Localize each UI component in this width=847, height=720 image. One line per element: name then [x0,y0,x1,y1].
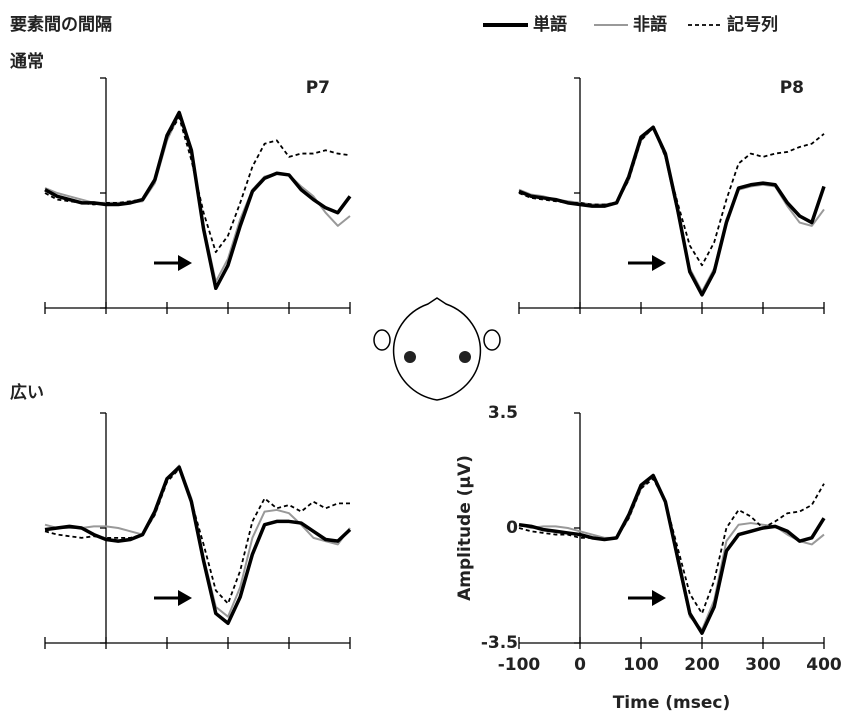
arrows [154,255,666,606]
legend-label: 記号列 [727,14,778,35]
series-line [518,126,825,267]
y-axis-label: Amplitude (μV) [455,455,475,601]
series-line [518,126,825,293]
legend: 単語 非語 記号列 [483,14,778,35]
electrode-label: P8 [780,78,804,98]
y-tick-label: 0 [506,518,518,538]
x-tick-label: 300 [745,655,781,675]
y-tick-label: -3.5 [481,633,518,653]
series-line [44,110,352,291]
condition-label: 広い [10,382,44,403]
condition-label: 通常 [10,51,44,72]
x-tick-label: 0 [574,655,586,675]
x-axis-label: Time (msec) [613,693,731,713]
x-tick-label: 400 [806,655,842,675]
legend-label: 単語 [533,14,567,35]
electrode-label: P7 [306,78,330,98]
series-line [518,473,826,635]
figure-title: 要素間の間隔 [10,15,112,35]
series-line [518,125,826,297]
legend-label: 非語 [633,14,667,35]
x-tick-label: 100 [623,655,659,675]
series-line [518,477,825,615]
series-line [44,465,352,626]
series-line [44,464,351,618]
series-line [518,474,825,631]
head-icon [373,297,501,401]
y-tick-label: 3.5 [488,403,518,423]
x-tick-label: 200 [684,655,720,675]
x-tick-label: -100 [498,655,541,675]
